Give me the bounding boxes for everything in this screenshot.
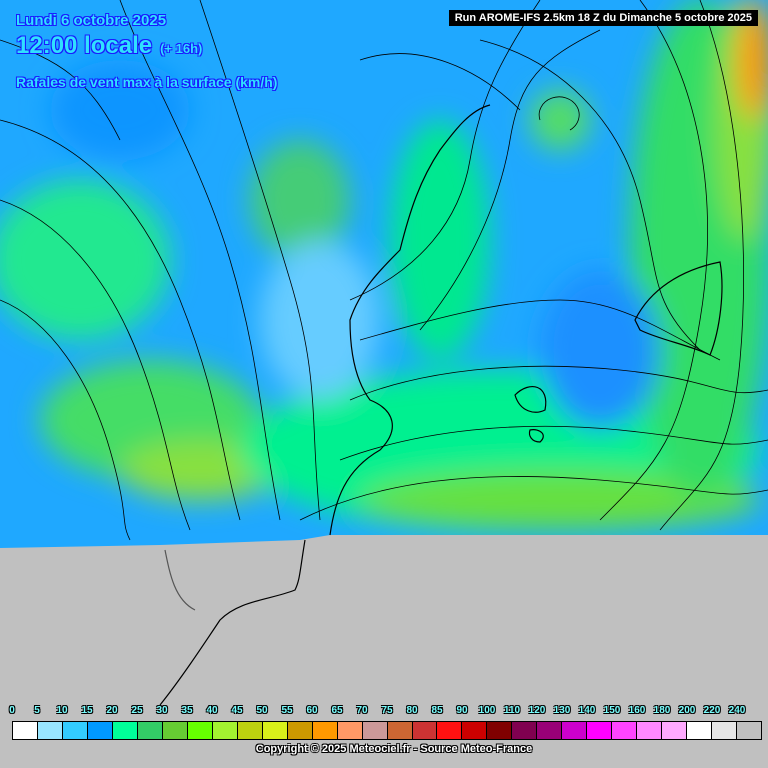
legend-tick-label: 70 xyxy=(356,705,368,716)
legend-swatch xyxy=(637,722,663,739)
legend-swatch xyxy=(737,722,762,739)
legend-swatch xyxy=(287,722,313,739)
legend-tick-label: 35 xyxy=(181,705,193,716)
legend-swatch xyxy=(587,722,613,739)
legend-swatch xyxy=(162,722,188,739)
legend-tick-label: 130 xyxy=(553,705,571,716)
legend-tick-label: 50 xyxy=(256,705,268,716)
coastlines-borders xyxy=(159,104,723,706)
legend-swatch xyxy=(537,722,563,739)
legend-tick-label: 5 xyxy=(34,705,40,716)
legend-swatch xyxy=(387,722,413,739)
legend-swatch xyxy=(212,722,238,739)
legend-tick-label: 110 xyxy=(503,705,521,716)
copyright: Copyright © 2025 Meteociel.fr - Source M… xyxy=(255,743,533,755)
legend-tick-label: 180 xyxy=(653,705,671,716)
streamlines xyxy=(0,0,768,541)
legend-tick-label: 200 xyxy=(678,705,696,716)
legend-tick-label: 140 xyxy=(578,705,596,716)
legend-swatch xyxy=(662,722,688,739)
legend-tick-label: 45 xyxy=(231,705,243,716)
legend-swatch xyxy=(562,722,588,739)
legend-tick-label: 10 xyxy=(56,705,68,716)
legend-swatch xyxy=(362,722,388,739)
legend-tick-label: 15 xyxy=(81,705,93,716)
legend-tick-label: 60 xyxy=(306,705,318,716)
legend-tick-label: 220 xyxy=(703,705,721,716)
forecast-date: Lundi 6 octobre 2025 xyxy=(16,12,167,29)
legend-tick-label: 160 xyxy=(628,705,646,716)
legend-tick-label: 40 xyxy=(206,705,218,716)
legend-swatch xyxy=(262,722,288,739)
legend-swatch xyxy=(437,722,463,739)
legend-swatch xyxy=(13,722,38,739)
legend-swatch xyxy=(237,722,263,739)
legend-swatch xyxy=(137,722,163,739)
legend-tick-label: 25 xyxy=(131,705,143,716)
legend-swatch xyxy=(462,722,488,739)
legend-tick-label: 120 xyxy=(528,705,546,716)
legend-tick-label: 30 xyxy=(156,705,168,716)
gust-field xyxy=(0,0,768,548)
legend-swatch xyxy=(512,722,538,739)
legend-swatch xyxy=(62,722,88,739)
legend-swatch xyxy=(687,722,713,739)
legend-swatch xyxy=(37,722,63,739)
legend-tick-label: 75 xyxy=(381,705,393,716)
forecast-time: 12:00 locale (+ 16h) xyxy=(16,32,202,60)
forecast-time-label: 12:00 locale xyxy=(16,32,153,59)
legend-tick-label: 80 xyxy=(406,705,418,716)
legend-swatch xyxy=(112,722,138,739)
legend-swatch xyxy=(412,722,438,739)
legend-swatch xyxy=(337,722,363,739)
legend-tick-label: 240 xyxy=(728,705,746,716)
legend-tick-label: 90 xyxy=(456,705,468,716)
model-run-label: Run AROME-IFS 2.5km 18 Z du Dimanche 5 o… xyxy=(448,10,758,26)
legend-tick-label: 20 xyxy=(106,705,118,716)
legend-tick-label: 65 xyxy=(331,705,343,716)
legend-tick-label: 0 xyxy=(9,705,15,716)
legend-tick-label: 100 xyxy=(478,705,496,716)
legend-swatch xyxy=(312,722,338,739)
legend-tick-label: 150 xyxy=(603,705,621,716)
parameter-title: Rafales de vent max à la surface (km/h) xyxy=(16,74,278,90)
legend-swatch xyxy=(187,722,213,739)
legend-tick-label: 55 xyxy=(281,705,293,716)
color-legend xyxy=(12,721,762,740)
legend-swatch xyxy=(487,722,513,739)
legend-swatch xyxy=(712,722,738,739)
legend-swatch xyxy=(87,722,113,739)
legend-swatch xyxy=(612,722,638,739)
forecast-lead-time: (+ 16h) xyxy=(160,41,203,56)
legend-tick-label: 85 xyxy=(431,705,443,716)
